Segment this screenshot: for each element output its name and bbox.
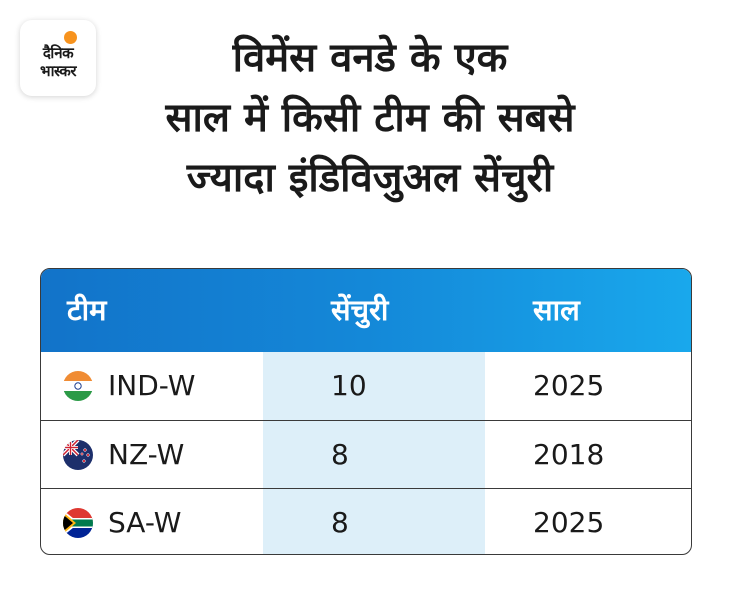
title-line-3: ज्यादा इंडिविजुअल सेंचुरी [186, 155, 554, 201]
centuries-column-highlight [263, 352, 485, 554]
logo-text-line1: दैनिक [42, 44, 74, 62]
centuries-table: टीम सेंचुरी साल IND-W 10 2025 [40, 268, 692, 555]
team-name: IND-W [108, 369, 196, 402]
new-zealand-flag-icon [63, 440, 93, 470]
centuries-value: 10 [331, 369, 367, 402]
team-name: NZ-W [108, 438, 185, 471]
header-team: टीम [67, 293, 107, 327]
table-row: SA-W 8 2025 [41, 488, 691, 554]
logo-text-line2: भास्कर [40, 62, 76, 80]
table-row: IND-W 10 2025 [41, 352, 691, 420]
title-line-1: विमेंस वनडे के एक [232, 35, 508, 81]
south-africa-flag-icon [63, 508, 93, 538]
header-centuries: सेंचुरी [331, 293, 389, 327]
year-value: 2025 [533, 506, 605, 539]
header-year: साल [533, 293, 580, 327]
title-line-2: साल में किसी टीम की सबसे [165, 95, 575, 141]
centuries-value: 8 [331, 506, 349, 539]
table-header: टीम सेंचुरी साल [41, 269, 691, 352]
logo-sun-icon [64, 31, 77, 44]
table-row: NZ-W 8 2018 [41, 420, 691, 488]
india-flag-icon [63, 371, 93, 401]
page-title: विमेंस वनडे के एक साल में किसी टीम की सब… [90, 28, 650, 208]
year-value: 2018 [533, 438, 605, 471]
year-value: 2025 [533, 369, 605, 402]
centuries-value: 8 [331, 438, 349, 471]
dainik-bhaskar-logo: दैनिक भास्कर [20, 20, 96, 96]
team-name: SA-W [108, 506, 182, 539]
